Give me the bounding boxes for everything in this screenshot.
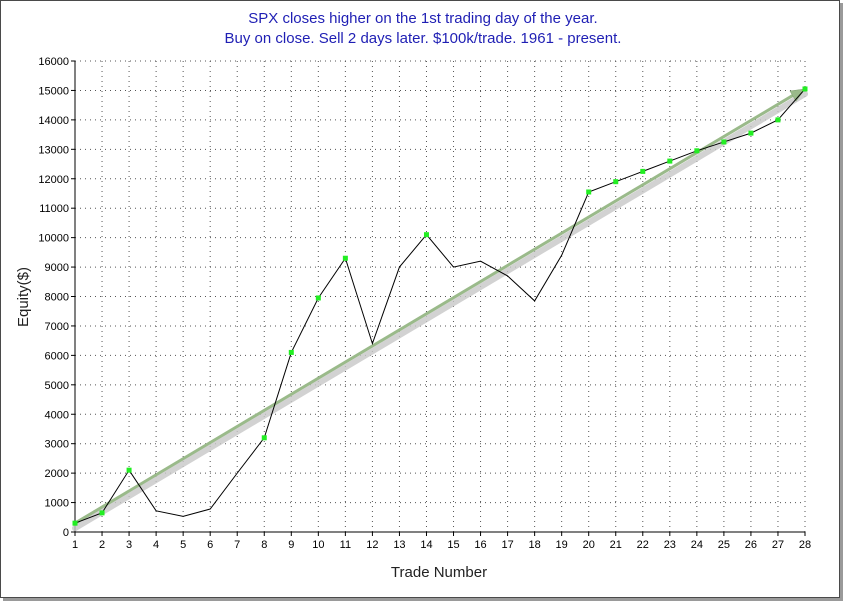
x-axis-label: Trade Number bbox=[391, 564, 487, 581]
trend-line bbox=[72, 88, 808, 532]
y-axis-ticks: 0 1000 2000 3000 4000 5000 6000 7000 8000 9000 100… bbox=[38, 56, 75, 539]
y-tick-label: 10000 bbox=[38, 233, 69, 245]
x-tick-label: 20 bbox=[583, 539, 595, 551]
y-tick-label: 0 bbox=[63, 527, 69, 539]
y-tick-label: 6000 bbox=[45, 350, 69, 362]
y-tick-label: 13000 bbox=[38, 144, 69, 156]
y-tick-label: 16000 bbox=[38, 56, 69, 68]
x-tick-label: 17 bbox=[501, 539, 513, 551]
trend-line-body bbox=[74, 91, 798, 525]
x-tick-label: 13 bbox=[393, 539, 405, 551]
y-tick-label: 5000 bbox=[45, 380, 69, 392]
y-tick-label: 15000 bbox=[38, 85, 69, 97]
equity-markers bbox=[72, 86, 808, 526]
x-tick-label: 27 bbox=[772, 539, 784, 551]
x-tick-label: 14 bbox=[420, 539, 432, 551]
equity-marker bbox=[261, 435, 267, 441]
equity-marker bbox=[586, 189, 592, 195]
x-tick-label: 5 bbox=[180, 539, 186, 551]
x-tick-label: 15 bbox=[447, 539, 459, 551]
x-tick-label: 12 bbox=[366, 539, 378, 551]
equity-marker bbox=[99, 510, 105, 516]
y-axis-label: Equity($) bbox=[15, 267, 32, 327]
equity-marker bbox=[640, 168, 646, 174]
equity-marker bbox=[667, 158, 673, 164]
x-tick-label: 25 bbox=[718, 539, 730, 551]
equity-marker bbox=[775, 117, 781, 123]
y-tick-label: 12000 bbox=[38, 174, 69, 186]
x-tick-label: 6 bbox=[207, 539, 213, 551]
equity-marker bbox=[423, 232, 429, 238]
equity-series bbox=[74, 88, 806, 524]
x-tick-label: 8 bbox=[261, 539, 267, 551]
equity-marker bbox=[748, 130, 754, 136]
x-tick-label: 21 bbox=[610, 539, 622, 551]
equity-marker bbox=[126, 467, 132, 473]
equity-line bbox=[74, 88, 806, 524]
y-tick-label: 9000 bbox=[45, 262, 69, 274]
x-tick-label: 22 bbox=[637, 539, 649, 551]
x-tick-label: 3 bbox=[126, 539, 132, 551]
equity-marker bbox=[342, 255, 348, 261]
trend-line-shadow bbox=[72, 90, 808, 532]
y-tick-label: 3000 bbox=[45, 439, 69, 451]
x-tick-label: 23 bbox=[664, 539, 676, 551]
trend-arrow-head bbox=[789, 88, 806, 102]
x-tick-label: 10 bbox=[312, 539, 324, 551]
y-tick-label: 2000 bbox=[45, 468, 69, 480]
equity-marker bbox=[315, 295, 321, 301]
x-tick-label: 26 bbox=[745, 539, 757, 551]
y-tick-label: 1000 bbox=[45, 498, 69, 510]
y-tick-label: 14000 bbox=[38, 115, 69, 127]
x-tick-label: 4 bbox=[153, 539, 159, 551]
chart-subtitle: Buy on close. Sell 2 days later. $100k/t… bbox=[224, 30, 622, 47]
x-tick-label: 28 bbox=[799, 539, 811, 551]
x-tick-label: 11 bbox=[340, 539, 351, 551]
x-tick-label: 2 bbox=[99, 539, 105, 551]
x-tick-label: 7 bbox=[234, 539, 240, 551]
equity-marker bbox=[288, 349, 294, 355]
y-tick-label: 8000 bbox=[45, 292, 69, 304]
equity-marker bbox=[721, 139, 727, 145]
x-tick-label: 9 bbox=[288, 539, 294, 551]
x-tick-label: 1 bbox=[72, 539, 78, 551]
grid bbox=[75, 60, 806, 532]
equity-marker bbox=[72, 520, 78, 526]
y-tick-label: 4000 bbox=[45, 409, 69, 421]
y-tick-label: 7000 bbox=[45, 321, 69, 333]
x-axis-ticks: 1 2 3 4 5 6 7 8 9 10 11 12 13 14 15 16 17 18 19 20 21 22 23 24 2… bbox=[72, 532, 811, 551]
equity-marker bbox=[613, 179, 619, 185]
y-tick-label: 11000 bbox=[39, 203, 69, 215]
x-tick-label: 16 bbox=[474, 539, 486, 551]
equity-marker bbox=[694, 148, 700, 154]
equity-marker bbox=[802, 86, 808, 92]
x-tick-label: 18 bbox=[529, 539, 541, 551]
x-tick-label: 24 bbox=[691, 539, 703, 551]
x-tick-label: 19 bbox=[556, 539, 568, 551]
chart-title: SPX closes higher on the 1st trading day… bbox=[248, 10, 598, 27]
